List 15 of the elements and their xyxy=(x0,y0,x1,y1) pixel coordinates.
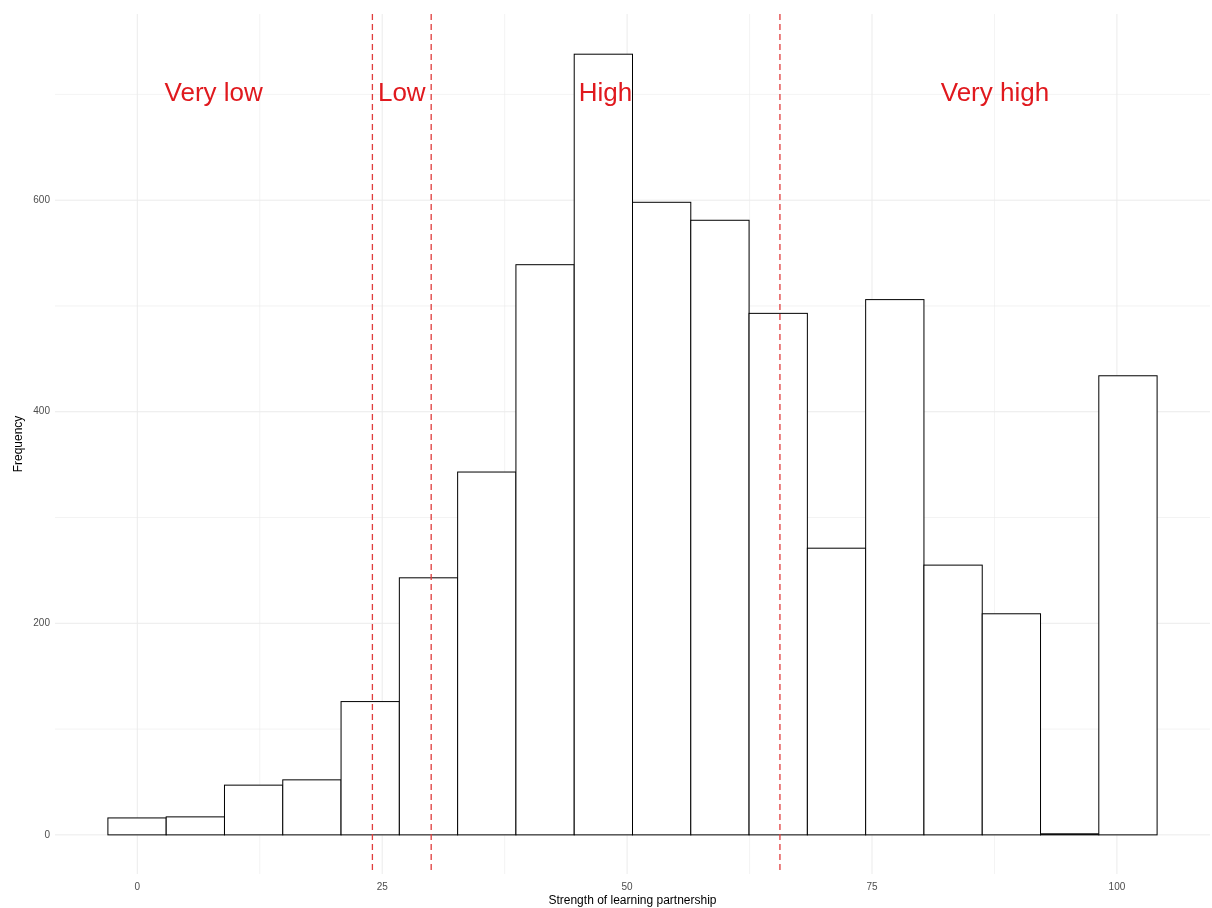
x-tick-label: 75 xyxy=(866,881,879,892)
annotation: Very high xyxy=(940,77,1050,108)
x-axis-title: Strength of learning partnership xyxy=(548,893,717,907)
x-tick-label: 50 xyxy=(621,881,634,892)
annotation: High xyxy=(578,77,633,108)
x-tick-label: 25 xyxy=(376,881,389,892)
y-tick-label: 0 xyxy=(44,828,51,840)
annotation: Very low xyxy=(164,77,264,108)
y-tick-label: 400 xyxy=(33,405,51,417)
annotation: Low xyxy=(377,77,426,108)
x-tick-label: 0 xyxy=(134,881,141,892)
y-axis-title: Frequency xyxy=(11,415,25,473)
y-tick-label: 200 xyxy=(33,616,51,628)
y-tick-label: 600 xyxy=(33,193,51,205)
x-tick-label: 100 xyxy=(1108,881,1126,892)
